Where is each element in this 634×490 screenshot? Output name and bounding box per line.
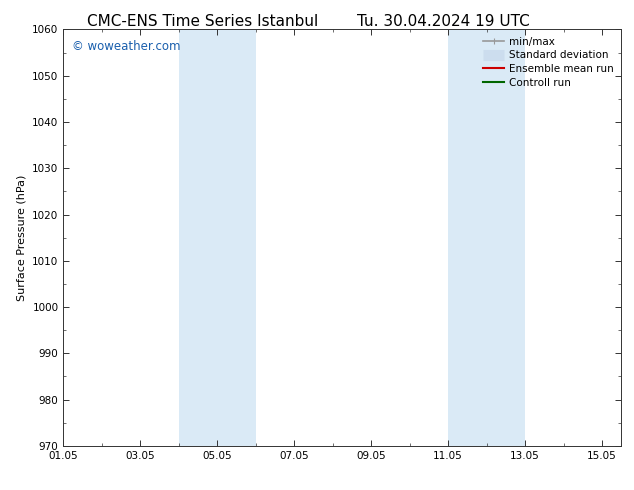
Text: © woweather.com: © woweather.com (72, 40, 180, 53)
Y-axis label: Surface Pressure (hPa): Surface Pressure (hPa) (16, 174, 27, 301)
Legend: min/max, Standard deviation, Ensemble mean run, Controll run: min/max, Standard deviation, Ensemble me… (479, 32, 618, 92)
Bar (448, 29, 525, 446)
Text: CMC-ENS Time Series Istanbul: CMC-ENS Time Series Istanbul (87, 14, 318, 29)
Bar (179, 29, 256, 446)
Text: Tu. 30.04.2024 19 UTC: Tu. 30.04.2024 19 UTC (358, 14, 530, 29)
